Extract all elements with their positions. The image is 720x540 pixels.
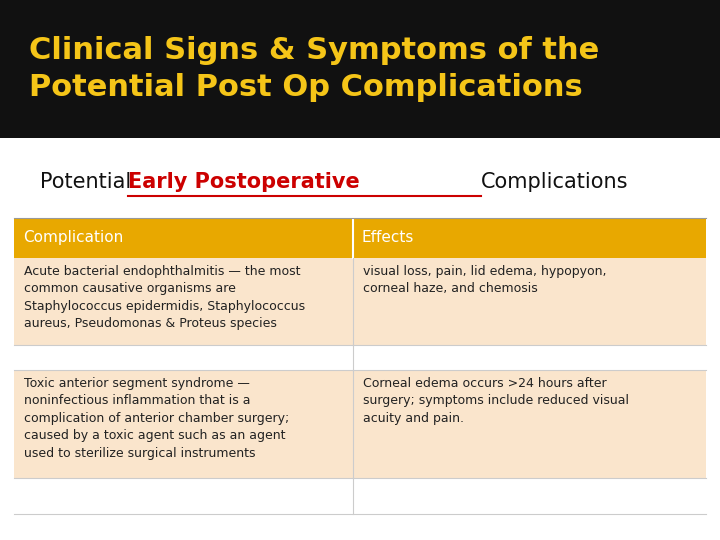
FancyBboxPatch shape (14, 478, 706, 514)
FancyBboxPatch shape (14, 218, 706, 258)
Text: Toxic anterior segment syndrome —
noninfectious inflammation that is a
complicat: Toxic anterior segment syndrome — noninf… (24, 377, 289, 460)
Text: Acute bacterial endophthalmitis — the most
common causative organisms are
Staphy: Acute bacterial endophthalmitis — the mo… (24, 265, 305, 330)
Text: Early Postoperative: Early Postoperative (128, 172, 367, 192)
Text: Clinical Signs & Symptoms of the
Potential Post Op Complications: Clinical Signs & Symptoms of the Potenti… (29, 36, 599, 102)
FancyBboxPatch shape (14, 345, 706, 370)
FancyBboxPatch shape (14, 258, 706, 345)
FancyBboxPatch shape (0, 0, 720, 138)
Text: Potential: Potential (40, 172, 138, 192)
FancyBboxPatch shape (14, 370, 706, 478)
Text: Complications: Complications (481, 172, 629, 192)
Text: visual loss, pain, lid edema, hypopyon,
corneal haze, and chemosis: visual loss, pain, lid edema, hypopyon, … (363, 265, 607, 295)
Text: Complication: Complication (23, 231, 123, 245)
Text: Effects: Effects (361, 231, 414, 245)
Text: Corneal edema occurs >24 hours after
surgery; symptoms include reduced visual
ac: Corneal edema occurs >24 hours after sur… (363, 377, 629, 425)
